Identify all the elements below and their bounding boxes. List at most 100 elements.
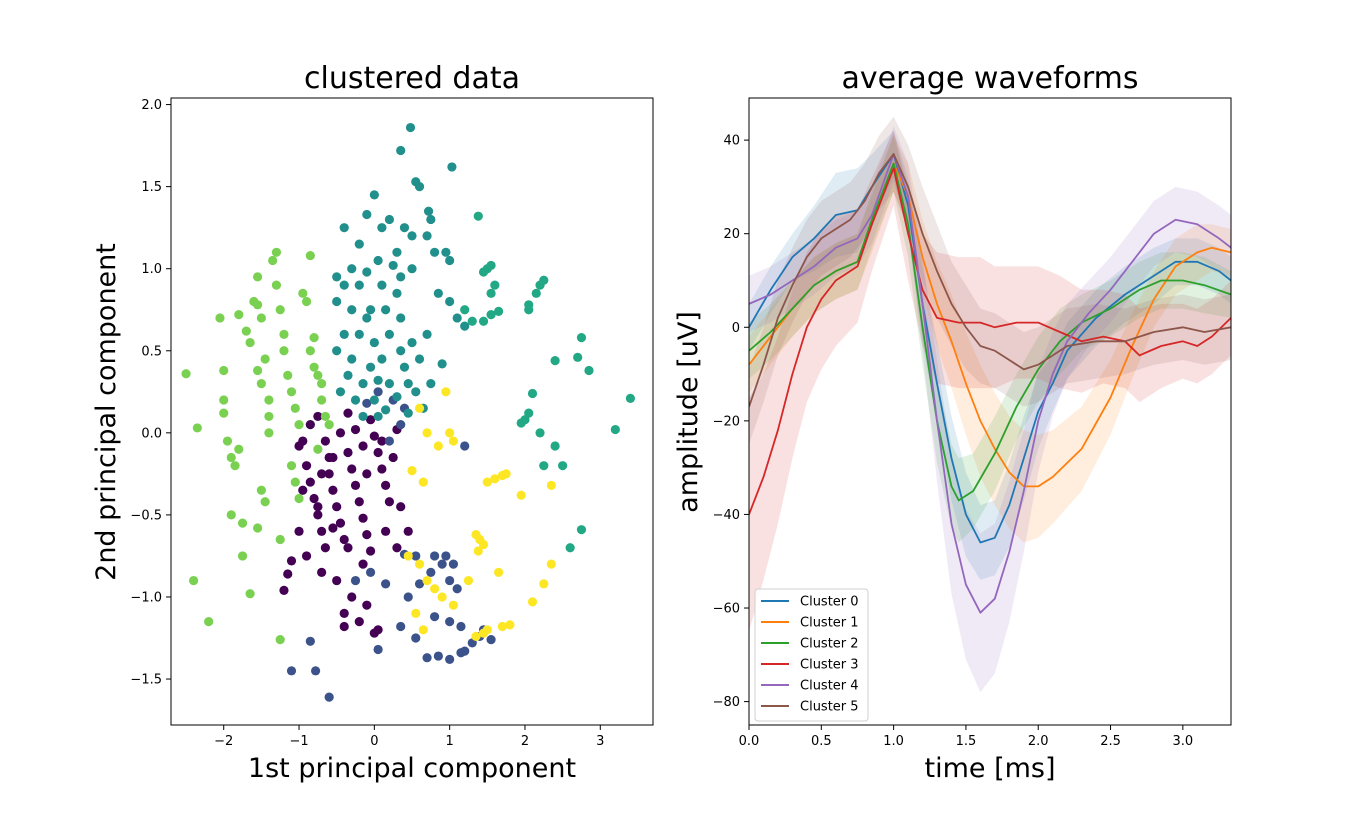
scatter-point-cluster-2 <box>369 190 379 200</box>
scatter-point-cluster-4 <box>204 616 214 627</box>
scatter-point-cluster-2 <box>396 313 406 323</box>
scatter-point-cluster-1 <box>396 420 406 430</box>
scatter-point-cluster-4 <box>286 461 297 471</box>
scatter-point-cluster-2 <box>405 122 416 133</box>
scatter-point-cluster-5 <box>437 592 447 602</box>
scatter-point-cluster-4 <box>253 523 263 533</box>
scatter-point-cluster-2 <box>373 411 383 422</box>
scatter-point-cluster-4 <box>226 452 236 463</box>
scatter-point-cluster-4 <box>309 362 319 372</box>
scatter-point-cluster-2 <box>445 296 455 307</box>
scatter-point-cluster-2 <box>354 329 364 339</box>
scatter-point-cluster-2 <box>384 214 395 225</box>
waveform-bands <box>749 116 1231 693</box>
scatter-point-cluster-2 <box>396 272 406 282</box>
scatter-point-cluster-4 <box>234 310 244 320</box>
scatter-point-cluster-3 <box>558 461 568 471</box>
scatter-point-cluster-0 <box>320 436 330 446</box>
scatter-point-cluster-4 <box>271 247 282 257</box>
scatter-point-cluster-5 <box>414 559 425 569</box>
scatter-point-cluster-0 <box>317 526 327 536</box>
scatter-point-cluster-1 <box>403 592 413 602</box>
scatter-point-cluster-2 <box>426 378 436 389</box>
scatter-point-cluster-2 <box>362 267 372 277</box>
scatter-point-cluster-0 <box>339 608 349 618</box>
line-cluster-3 <box>749 167 1231 515</box>
scatter-point-cluster-0 <box>358 559 368 569</box>
scatter-point-cluster-1 <box>365 567 376 577</box>
scatter-point-cluster-0 <box>347 464 357 474</box>
scatter-point-cluster-5 <box>527 597 538 607</box>
scatter-point-cluster-1 <box>286 666 297 676</box>
scatter-point-cluster-0 <box>403 526 413 536</box>
scatter-point-cluster-4 <box>264 428 274 438</box>
scatter-point-cluster-0 <box>313 510 323 520</box>
plot-frame <box>170 97 654 726</box>
scatter-point-cluster-0 <box>301 551 312 561</box>
scatter-point-cluster-5 <box>422 575 432 586</box>
scatter-point-cluster-2 <box>362 209 372 220</box>
scatter-point-cluster-3 <box>539 461 549 471</box>
scatter-point-cluster-1 <box>433 651 443 661</box>
scatter-point-cluster-5 <box>403 551 413 561</box>
scatter-point-cluster-5 <box>482 477 492 487</box>
scatter-point-cluster-4 <box>268 255 278 266</box>
x-tick-label: −1 <box>289 734 308 749</box>
plot-frame <box>748 97 1232 726</box>
scatter-point-cluster-1 <box>384 436 395 446</box>
y-axis-ticks: −80 −60 −40 −20 0 20 40 <box>713 134 749 710</box>
scatter-point-cluster-3 <box>576 333 587 343</box>
band-cluster-4 <box>749 126 1231 693</box>
scatter-point-cluster-2 <box>414 354 425 364</box>
y-tick-label: −1.0 <box>130 590 162 605</box>
waveform-lines <box>749 153 1231 614</box>
scatter-point-cluster-2 <box>441 247 451 257</box>
legend-label: Cluster 2 <box>800 637 859 652</box>
scatter-point-cluster-2 <box>381 405 391 415</box>
scatter-point-cluster-0 <box>335 428 346 438</box>
scatter-point-cluster-2 <box>369 395 379 405</box>
plot-title: clustered data <box>304 61 520 96</box>
scatter-point-cluster-1 <box>311 666 321 676</box>
scatter-point-cluster-5 <box>490 474 500 484</box>
scatter-point-cluster-4 <box>188 575 199 586</box>
scatter-point-cluster-0 <box>305 420 315 430</box>
line-cluster-2 <box>749 162 1231 502</box>
line-cluster-5 <box>749 153 1231 408</box>
scatter-point-cluster-0 <box>343 408 353 418</box>
scatter-point-cluster-2 <box>445 255 455 266</box>
x-tick-label: 3 <box>596 734 604 749</box>
scatter-point-cluster-0 <box>313 411 323 422</box>
y-tick-label: −20 <box>713 414 740 429</box>
scatter-point-cluster-5 <box>441 387 451 397</box>
scatter-point-cluster-2 <box>392 247 402 257</box>
scatter-point-cluster-1 <box>411 633 421 643</box>
y-axis-label: amplitude [uV] <box>673 311 704 513</box>
scatter-point-cluster-4 <box>237 518 248 528</box>
y-tick-label: −0.5 <box>130 508 162 523</box>
scatter-point-cluster-2 <box>347 354 357 364</box>
scatter-point-cluster-4 <box>256 378 266 389</box>
scatter-point-cluster-2 <box>422 231 432 241</box>
scatter-point-cluster-1 <box>437 559 447 569</box>
scatter-point-cluster-4 <box>324 420 334 430</box>
scatter-point-cluster-3 <box>524 305 534 315</box>
scatter-point-cluster-3 <box>478 267 489 277</box>
scatter-point-cluster-0 <box>362 600 372 610</box>
scatter-point-cluster-0 <box>384 497 395 507</box>
band-cluster-2 <box>749 135 1231 543</box>
scatter-point-cluster-1 <box>411 551 421 561</box>
scatter-point-cluster-1 <box>445 575 455 586</box>
scatter-point-cluster-2 <box>422 329 432 339</box>
x-tick-label: 3.0 <box>1172 734 1193 749</box>
scatter-point-cluster-4 <box>264 395 274 405</box>
scatter-point-cluster-0 <box>350 480 361 490</box>
y-axis-label: 2nd principal component <box>91 243 122 581</box>
scatter-point-cluster-0 <box>373 625 383 635</box>
scatter-point-cluster-4 <box>305 346 315 356</box>
scatter-point-cluster-1 <box>486 635 496 645</box>
scatter-point-cluster-2 <box>335 387 346 397</box>
legend-label: Cluster 1 <box>800 616 859 631</box>
x-tick-label: 2.0 <box>1028 734 1049 749</box>
